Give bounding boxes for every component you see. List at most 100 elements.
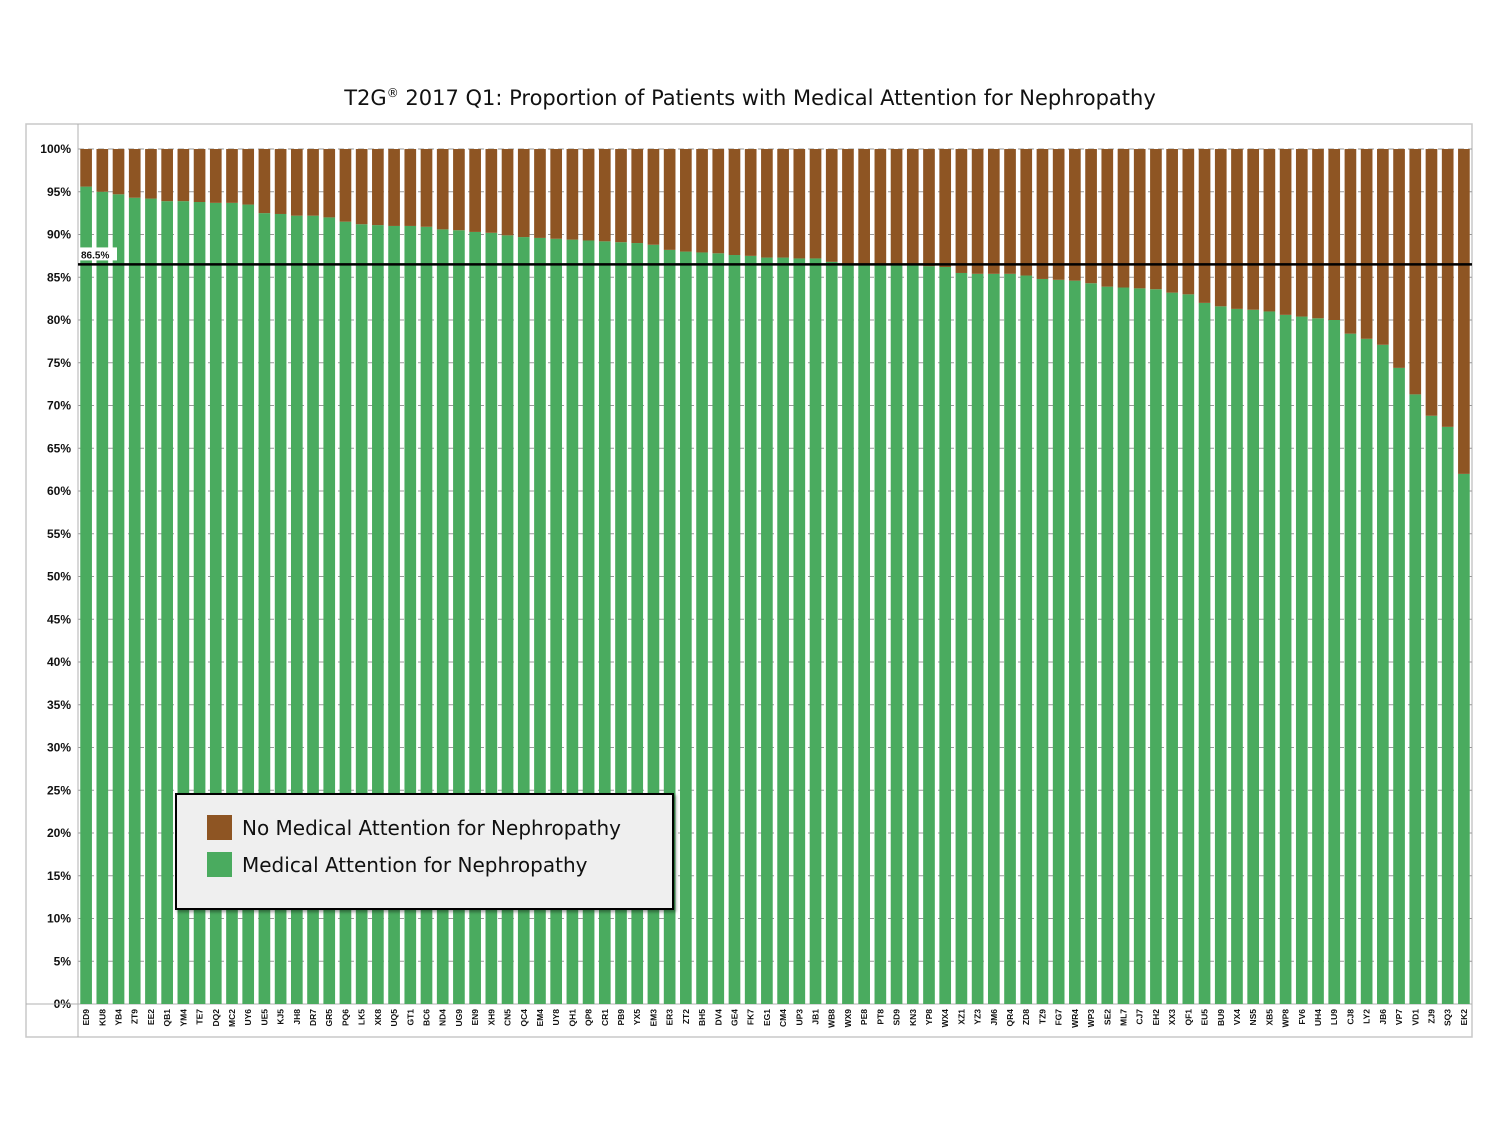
- bar-no-attention: [1101, 149, 1114, 287]
- x-tick-label: KJ5: [276, 1009, 286, 1025]
- bar-attention: [1069, 280, 1081, 1004]
- bar-attention: [339, 221, 352, 1005]
- bar-no-attention: [1295, 149, 1308, 317]
- bar-attention: [906, 265, 919, 1004]
- bar-no-attention: [355, 149, 368, 225]
- bar-attention: [1263, 311, 1276, 1004]
- x-tick-label: XB5: [1264, 1009, 1274, 1026]
- x-tick-label: MC2: [227, 1009, 237, 1027]
- bar-attention: [128, 197, 141, 1005]
- x-tick-label: ZD8: [1021, 1009, 1031, 1025]
- x-tick-label: KN3: [908, 1009, 918, 1026]
- x-tick-label: ER3: [665, 1009, 675, 1026]
- y-tick-label: 5%: [54, 954, 72, 968]
- bar-attention: [1004, 273, 1016, 1005]
- bar-attention: [939, 266, 952, 1004]
- x-tick-label: EM4: [535, 1009, 545, 1027]
- y-tick-label: 10%: [47, 912, 71, 926]
- bar-no-attention: [858, 149, 870, 265]
- x-tick-label: QC4: [519, 1009, 529, 1027]
- x-tick-label: DQ2: [211, 1009, 221, 1027]
- bar-no-attention: [809, 149, 822, 259]
- bar-attention: [80, 186, 92, 1004]
- bar-attention: [777, 257, 789, 1005]
- x-tick-label: PT8: [875, 1009, 885, 1025]
- bar-no-attention: [1409, 149, 1422, 395]
- legend-swatch-no-attention: [207, 815, 232, 840]
- bar-no-attention: [874, 149, 887, 266]
- bar-no-attention: [1052, 149, 1065, 280]
- bar-attention: [388, 225, 400, 1004]
- x-tick-label: BU9: [1216, 1009, 1226, 1026]
- bar-attention: [890, 265, 903, 1004]
- bar-attention: [323, 217, 336, 1004]
- x-tick-label: EH2: [1151, 1009, 1161, 1026]
- x-tick-label: YM4: [178, 1009, 188, 1027]
- x-tick-label: CM4: [778, 1009, 788, 1027]
- bar-attention: [469, 231, 481, 1004]
- x-tick-label: CN5: [503, 1009, 513, 1026]
- bar-attention: [696, 252, 708, 1004]
- x-tick-label: SD9: [892, 1009, 902, 1026]
- x-tick-label: DR7: [308, 1009, 318, 1026]
- bar-attention: [955, 272, 968, 1005]
- bar-attention: [1409, 394, 1422, 1004]
- y-tick-label: 75%: [47, 356, 71, 370]
- bar-no-attention: [793, 149, 806, 259]
- bar-attention: [631, 243, 644, 1005]
- bar-no-attention: [242, 149, 255, 205]
- bar-attention: [712, 253, 725, 1004]
- x-tick-label: UQ5: [389, 1009, 399, 1027]
- bar-attention: [1085, 283, 1097, 1004]
- x-tick-label: PB9: [616, 1009, 626, 1026]
- bar-attention: [1312, 318, 1324, 1004]
- bar-no-attention: [258, 149, 271, 214]
- x-tick-label: NS5: [1248, 1009, 1258, 1026]
- bar-no-attention: [290, 149, 303, 216]
- bar-attention: [404, 225, 417, 1004]
- bar-no-attention: [307, 149, 319, 216]
- x-tick-label: PQ6: [340, 1009, 350, 1026]
- y-tick-label: 35%: [47, 698, 71, 712]
- legend-item-attention: Medical Attention for Nephropathy: [207, 852, 587, 877]
- bar-attention: [501, 235, 514, 1005]
- x-tick-label: QH1: [567, 1009, 577, 1027]
- bar-no-attention: [274, 149, 287, 214]
- x-tick-label: VX4: [1232, 1009, 1242, 1025]
- bar-no-attention: [744, 149, 757, 256]
- bar-attention: [226, 202, 238, 1005]
- bar-no-attention: [1247, 149, 1260, 310]
- bar-no-attention: [420, 149, 433, 227]
- x-tick-label: ED9: [81, 1009, 91, 1026]
- bar-attention: [517, 237, 530, 1004]
- bar-no-attention: [890, 149, 903, 266]
- bar-no-attention: [906, 149, 919, 266]
- y-tick-label: 85%: [47, 270, 71, 284]
- x-tick-label: ZT9: [130, 1009, 140, 1024]
- bar-no-attention: [777, 149, 789, 258]
- y-tick-label: 40%: [47, 655, 71, 669]
- x-tick-label: SE2: [1102, 1009, 1112, 1025]
- bar-no-attention: [80, 149, 92, 187]
- bar-no-attention: [939, 149, 952, 267]
- x-tick-label: QB1: [162, 1009, 172, 1027]
- x-tick-label: QR4: [1005, 1009, 1015, 1027]
- bar-no-attention: [598, 149, 611, 242]
- bar-attention: [161, 201, 173, 1004]
- bar-attention: [274, 213, 287, 1005]
- bar-no-attention: [566, 149, 579, 240]
- x-tick-label: UE5: [259, 1009, 269, 1026]
- x-tick-label: BH5: [697, 1009, 707, 1026]
- x-tick-label: VP7: [1394, 1009, 1404, 1025]
- bar-no-attention: [955, 149, 968, 273]
- bar-attention: [1036, 278, 1049, 1005]
- x-tick-label: PE8: [859, 1009, 869, 1025]
- bar-attention: [1198, 302, 1211, 1004]
- y-tick-label: 70%: [47, 399, 71, 413]
- bar-no-attention: [1069, 149, 1081, 281]
- bar-no-attention: [1328, 149, 1341, 320]
- bar-no-attention: [485, 149, 498, 233]
- x-tick-label: YP8: [924, 1009, 934, 1025]
- bar-attention: [1377, 344, 1389, 1004]
